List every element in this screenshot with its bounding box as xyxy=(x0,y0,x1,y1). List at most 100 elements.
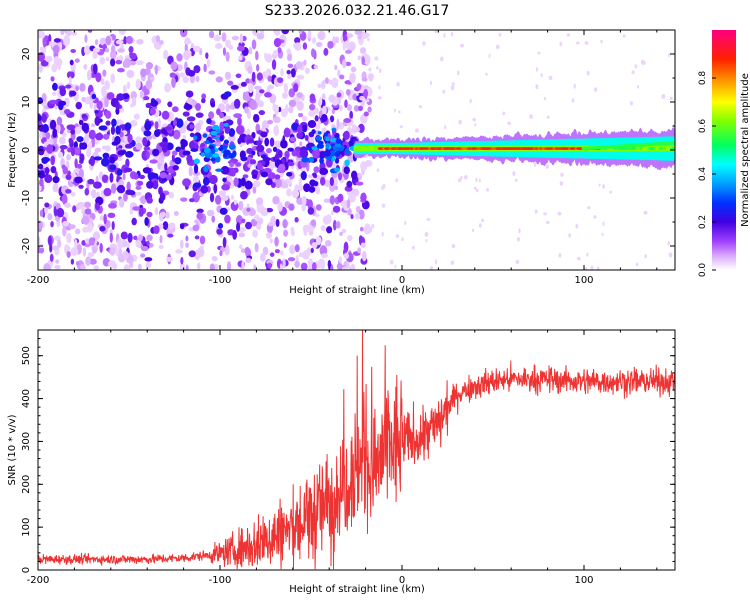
heatmap-cell xyxy=(301,204,307,212)
heatmap-cell xyxy=(219,250,223,257)
heatmap-cell xyxy=(115,39,124,45)
heatmap-cell xyxy=(252,174,258,179)
heatmap-cell xyxy=(102,152,110,159)
heatmap-cell xyxy=(65,188,72,194)
heatmap-cell xyxy=(209,192,215,203)
heatmap-cell xyxy=(149,159,158,164)
heatmap-cell xyxy=(342,59,347,69)
heatmap-cell xyxy=(182,150,191,156)
colorbar-tick-label: 0.0 xyxy=(698,263,708,278)
y-tick-label: 20 xyxy=(21,48,32,61)
x-tick-label: 0 xyxy=(399,275,405,286)
heatmap-cell xyxy=(404,220,407,226)
snr-x-ticks: -200 -100 0 100 xyxy=(27,330,658,586)
heatmap-cell xyxy=(71,31,77,36)
y-tick-label: 300 xyxy=(21,432,32,451)
heatmap-cell xyxy=(126,35,133,45)
heatmap-cell xyxy=(188,250,196,258)
heatmap-cell xyxy=(205,52,209,59)
heatmap-cell xyxy=(265,53,273,63)
heatmap-cell xyxy=(344,61,352,66)
heatmap-cell xyxy=(66,30,72,36)
heatmap-cell xyxy=(443,32,446,38)
heatmap-cell xyxy=(298,30,303,35)
heatmap-cell xyxy=(159,172,167,179)
heatmap-cell xyxy=(201,98,206,104)
heatmap-cell xyxy=(127,232,133,243)
heatmap-cell xyxy=(247,65,253,74)
heatmap-cell xyxy=(208,70,216,75)
heatmap-cell xyxy=(396,81,400,87)
heatmap-cell xyxy=(414,128,419,133)
heatmap-cell xyxy=(294,260,300,268)
colorbar-label: Normalized spectral amplitude xyxy=(740,73,750,227)
heatmap-cell xyxy=(82,226,89,233)
heatmap-cell xyxy=(75,228,81,235)
heatmap-cell xyxy=(346,104,352,112)
heatmap-cell xyxy=(184,37,191,44)
heatmap-cell xyxy=(178,148,186,158)
heatmap-cell xyxy=(364,52,368,58)
heatmap-cell xyxy=(115,182,120,187)
heatmap-cell xyxy=(329,195,335,205)
heatmap-cell xyxy=(535,67,539,72)
heatmap-cell xyxy=(88,158,93,165)
heatmap-cell xyxy=(343,166,350,175)
heatmap-cell xyxy=(298,252,306,258)
heatmap-cell xyxy=(186,116,196,122)
heatmap-cell xyxy=(144,216,149,226)
heatmap-cell xyxy=(82,247,87,257)
heatmap-cell xyxy=(209,263,215,270)
heatmap-cell xyxy=(154,207,159,215)
heatmap-cell xyxy=(313,180,319,187)
heatmap-cell xyxy=(529,114,533,119)
heatmap-cell xyxy=(145,62,153,70)
heatmap-cell xyxy=(233,199,238,205)
heatmap-cell xyxy=(358,209,365,220)
heatmap-cell xyxy=(360,242,366,249)
heatmap-cell xyxy=(473,186,477,190)
heatmap-cell xyxy=(346,199,351,209)
heatmap-cell xyxy=(323,47,329,56)
heatmap-cell xyxy=(70,147,76,157)
heatmap-cell xyxy=(321,105,327,115)
heatmap-cell xyxy=(142,137,148,147)
heatmap-cell xyxy=(315,123,321,130)
heatmap-cell xyxy=(92,63,98,75)
heatmap-cell xyxy=(281,92,288,99)
heatmap-cell xyxy=(162,221,169,230)
heatmap-cell xyxy=(185,235,189,242)
heatmap-cell xyxy=(285,103,289,115)
heatmap-cell xyxy=(576,256,581,261)
heatmap-cell xyxy=(195,112,204,118)
heatmap-cell xyxy=(287,53,292,62)
heatmap-cell xyxy=(143,95,150,101)
heatmap-cell xyxy=(159,192,166,201)
heatmap-cell xyxy=(314,107,319,115)
heatmap-cell xyxy=(311,129,316,135)
heatmap-cell xyxy=(299,141,303,147)
heatmap-cell xyxy=(146,180,154,189)
snr-series-line xyxy=(38,330,675,570)
heatmap-cell xyxy=(114,119,123,126)
heatmap-cell xyxy=(334,167,340,172)
heatmap-cell xyxy=(231,35,239,41)
heatmap-cell xyxy=(331,127,337,132)
chart-title: S233.2026.032.21.46.G17 xyxy=(265,3,450,19)
heatmap-cell xyxy=(321,127,328,134)
heatmap-cell xyxy=(49,253,54,262)
heatmap-cell xyxy=(200,152,206,157)
heatmap-cell xyxy=(154,121,159,130)
heatmap-cell xyxy=(360,192,367,202)
heatmap-cell xyxy=(495,44,500,49)
heatmap-cell xyxy=(313,64,319,70)
heatmap-cell xyxy=(304,67,310,74)
heatmap-cell xyxy=(125,151,134,158)
heatmap-cell xyxy=(118,198,125,208)
heatmap-cell xyxy=(363,224,372,235)
heatmap-cell xyxy=(271,59,277,70)
heatmap-cell xyxy=(132,206,141,211)
heatmap-cell xyxy=(424,232,429,237)
heatmap-cell xyxy=(228,153,236,159)
heatmap-cell xyxy=(216,108,221,116)
